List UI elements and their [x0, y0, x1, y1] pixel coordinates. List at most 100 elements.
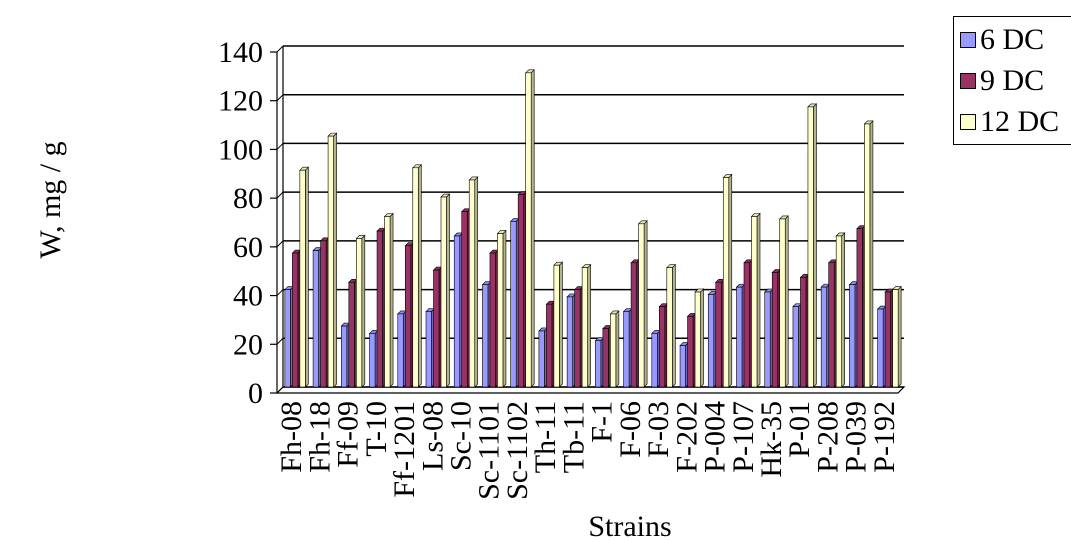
bar-9dc-ff-1201: [404, 245, 412, 388]
bar-6dc-sc-10: [453, 235, 461, 388]
legend-swatch-9dc: [960, 72, 976, 89]
y-tick-label: 80: [233, 182, 263, 215]
bar-6dc-f-202: [679, 345, 686, 388]
bar-12dc-p-039: [864, 123, 871, 388]
bar-6dc-f-03: [651, 333, 658, 388]
legend-label-6dc: 6 DC: [980, 22, 1045, 56]
bar-side: [474, 176, 479, 388]
chart-legend: 6 DC 9 DC 12 DC: [953, 16, 1071, 145]
bar-side: [559, 261, 563, 388]
bar-9dc-p-039: [856, 228, 863, 388]
bar-9dc-f-03: [659, 306, 666, 388]
bar-12dc-fh-18: [327, 135, 334, 388]
bar-side: [728, 173, 733, 388]
x-tick-label: Sc-1101: [473, 401, 506, 500]
bar-6dc-ff-09: [341, 325, 348, 388]
bar-side: [361, 234, 366, 388]
y-tick-label: 20: [233, 328, 263, 361]
bar-6dc-ls-08: [425, 311, 432, 388]
bar-side: [389, 212, 394, 388]
legend-swatch-6dc: [960, 31, 976, 48]
x-tick-label: P-01: [783, 401, 816, 458]
bar-9dc-t-10: [376, 230, 383, 388]
gridline-side: [276, 337, 284, 345]
x-tick-label: T-10: [360, 401, 393, 457]
bar-6dc-p-208: [820, 286, 827, 388]
y-tick-label: 0: [248, 377, 263, 410]
bar-12dc-sc-1101: [497, 233, 504, 388]
bar-6dc-t-10: [369, 333, 376, 388]
legend-label-12dc: 12 DC: [980, 104, 1060, 138]
bar-9dc-p-208: [828, 262, 835, 388]
bar-12dc-ls-08: [440, 196, 447, 388]
gridline-side: [276, 240, 284, 248]
bar-side: [587, 263, 591, 388]
bar-side: [615, 310, 620, 388]
bar-12dc-t-10: [384, 216, 391, 388]
y-axis-title: W, mg / g: [34, 141, 67, 258]
y-tick-label: 40: [233, 280, 263, 313]
bar-9dc-hk-35: [771, 272, 779, 388]
x-tick-label: P-107: [727, 401, 760, 473]
x-tick-label: P-192: [868, 401, 901, 473]
x-tick-label: F-06: [614, 401, 647, 458]
legend-item-6dc: 6 DC: [960, 19, 1071, 60]
x-tick-label: Ff-1201: [388, 401, 421, 498]
bar-12dc-fh-08: [299, 169, 306, 388]
x-tick-label: F-03: [642, 401, 675, 458]
bar-12dc-hk-35: [779, 218, 786, 388]
x-tick-label: Ls-08: [416, 401, 449, 471]
bar-12dc-p-192: [892, 289, 899, 388]
bar-6dc-hk-35: [764, 291, 771, 388]
x-tick-label: P-208: [811, 401, 844, 473]
x-tick-label: Sc-10: [444, 401, 477, 471]
bar-12dc-f-03: [666, 267, 673, 388]
bar-9dc-p-107: [743, 262, 750, 388]
gridline-side: [276, 94, 284, 102]
bar-6dc-f-1: [595, 340, 602, 388]
bar-12dc-p-208: [835, 235, 842, 388]
bar-12dc-p-004: [722, 177, 730, 388]
bar-12dc-f-1: [610, 313, 617, 388]
x-tick-label: Sc-1102: [501, 401, 534, 500]
bar-12dc-f-06: [638, 223, 645, 388]
legend-item-12dc: 12 DC: [960, 101, 1071, 142]
bar-side: [841, 232, 845, 388]
gridline-side: [276, 143, 284, 150]
bar-9dc-ls-08: [433, 269, 440, 388]
y-tick-label: 100: [218, 133, 263, 166]
bar-side: [530, 69, 535, 388]
chart-floor: [275, 386, 906, 394]
bar-side: [756, 212, 761, 388]
y-tick-label: 120: [218, 85, 263, 118]
bar-9dc-p-004: [715, 281, 722, 388]
x-tick-label: P-004: [699, 401, 732, 473]
bar-12dc-ff-09: [356, 238, 363, 388]
legend-swatch-12dc: [960, 113, 976, 130]
bar-6dc-sc-1102: [510, 221, 517, 388]
x-tick-label: Tb-11: [557, 401, 590, 473]
bar-6dc-sc-1101: [482, 284, 489, 388]
bar-9dc-fh-08: [292, 252, 299, 388]
bar-9dc-f-202: [687, 316, 694, 388]
bar-12dc-p-01: [807, 106, 814, 388]
bar-6dc-p-192: [877, 308, 884, 388]
bar-6dc-f-06: [623, 311, 630, 388]
bar-9dc-tb-11: [574, 289, 581, 388]
bar-6dc-p-01: [792, 306, 799, 388]
x-tick-label: P-039: [840, 401, 873, 473]
bar-6dc-fh-18: [312, 250, 319, 388]
bar-9dc-sc-10: [461, 211, 468, 388]
bar-9dc-th-11: [546, 303, 553, 388]
bar-side: [333, 132, 337, 388]
bar-6dc-p-107: [736, 286, 743, 388]
bar-side: [869, 120, 874, 388]
bar-9dc-f-06: [630, 262, 637, 388]
bar-6dc-p-039: [849, 284, 856, 388]
x-tick-label: Hk-35: [755, 401, 788, 478]
bar-12dc-p-107: [751, 216, 758, 388]
y-tick-label: 140: [218, 36, 263, 69]
bar-12dc-f-202: [694, 291, 701, 388]
bar-12dc-sc-10: [468, 179, 476, 388]
legend-label-9dc: 9 DC: [980, 63, 1045, 97]
